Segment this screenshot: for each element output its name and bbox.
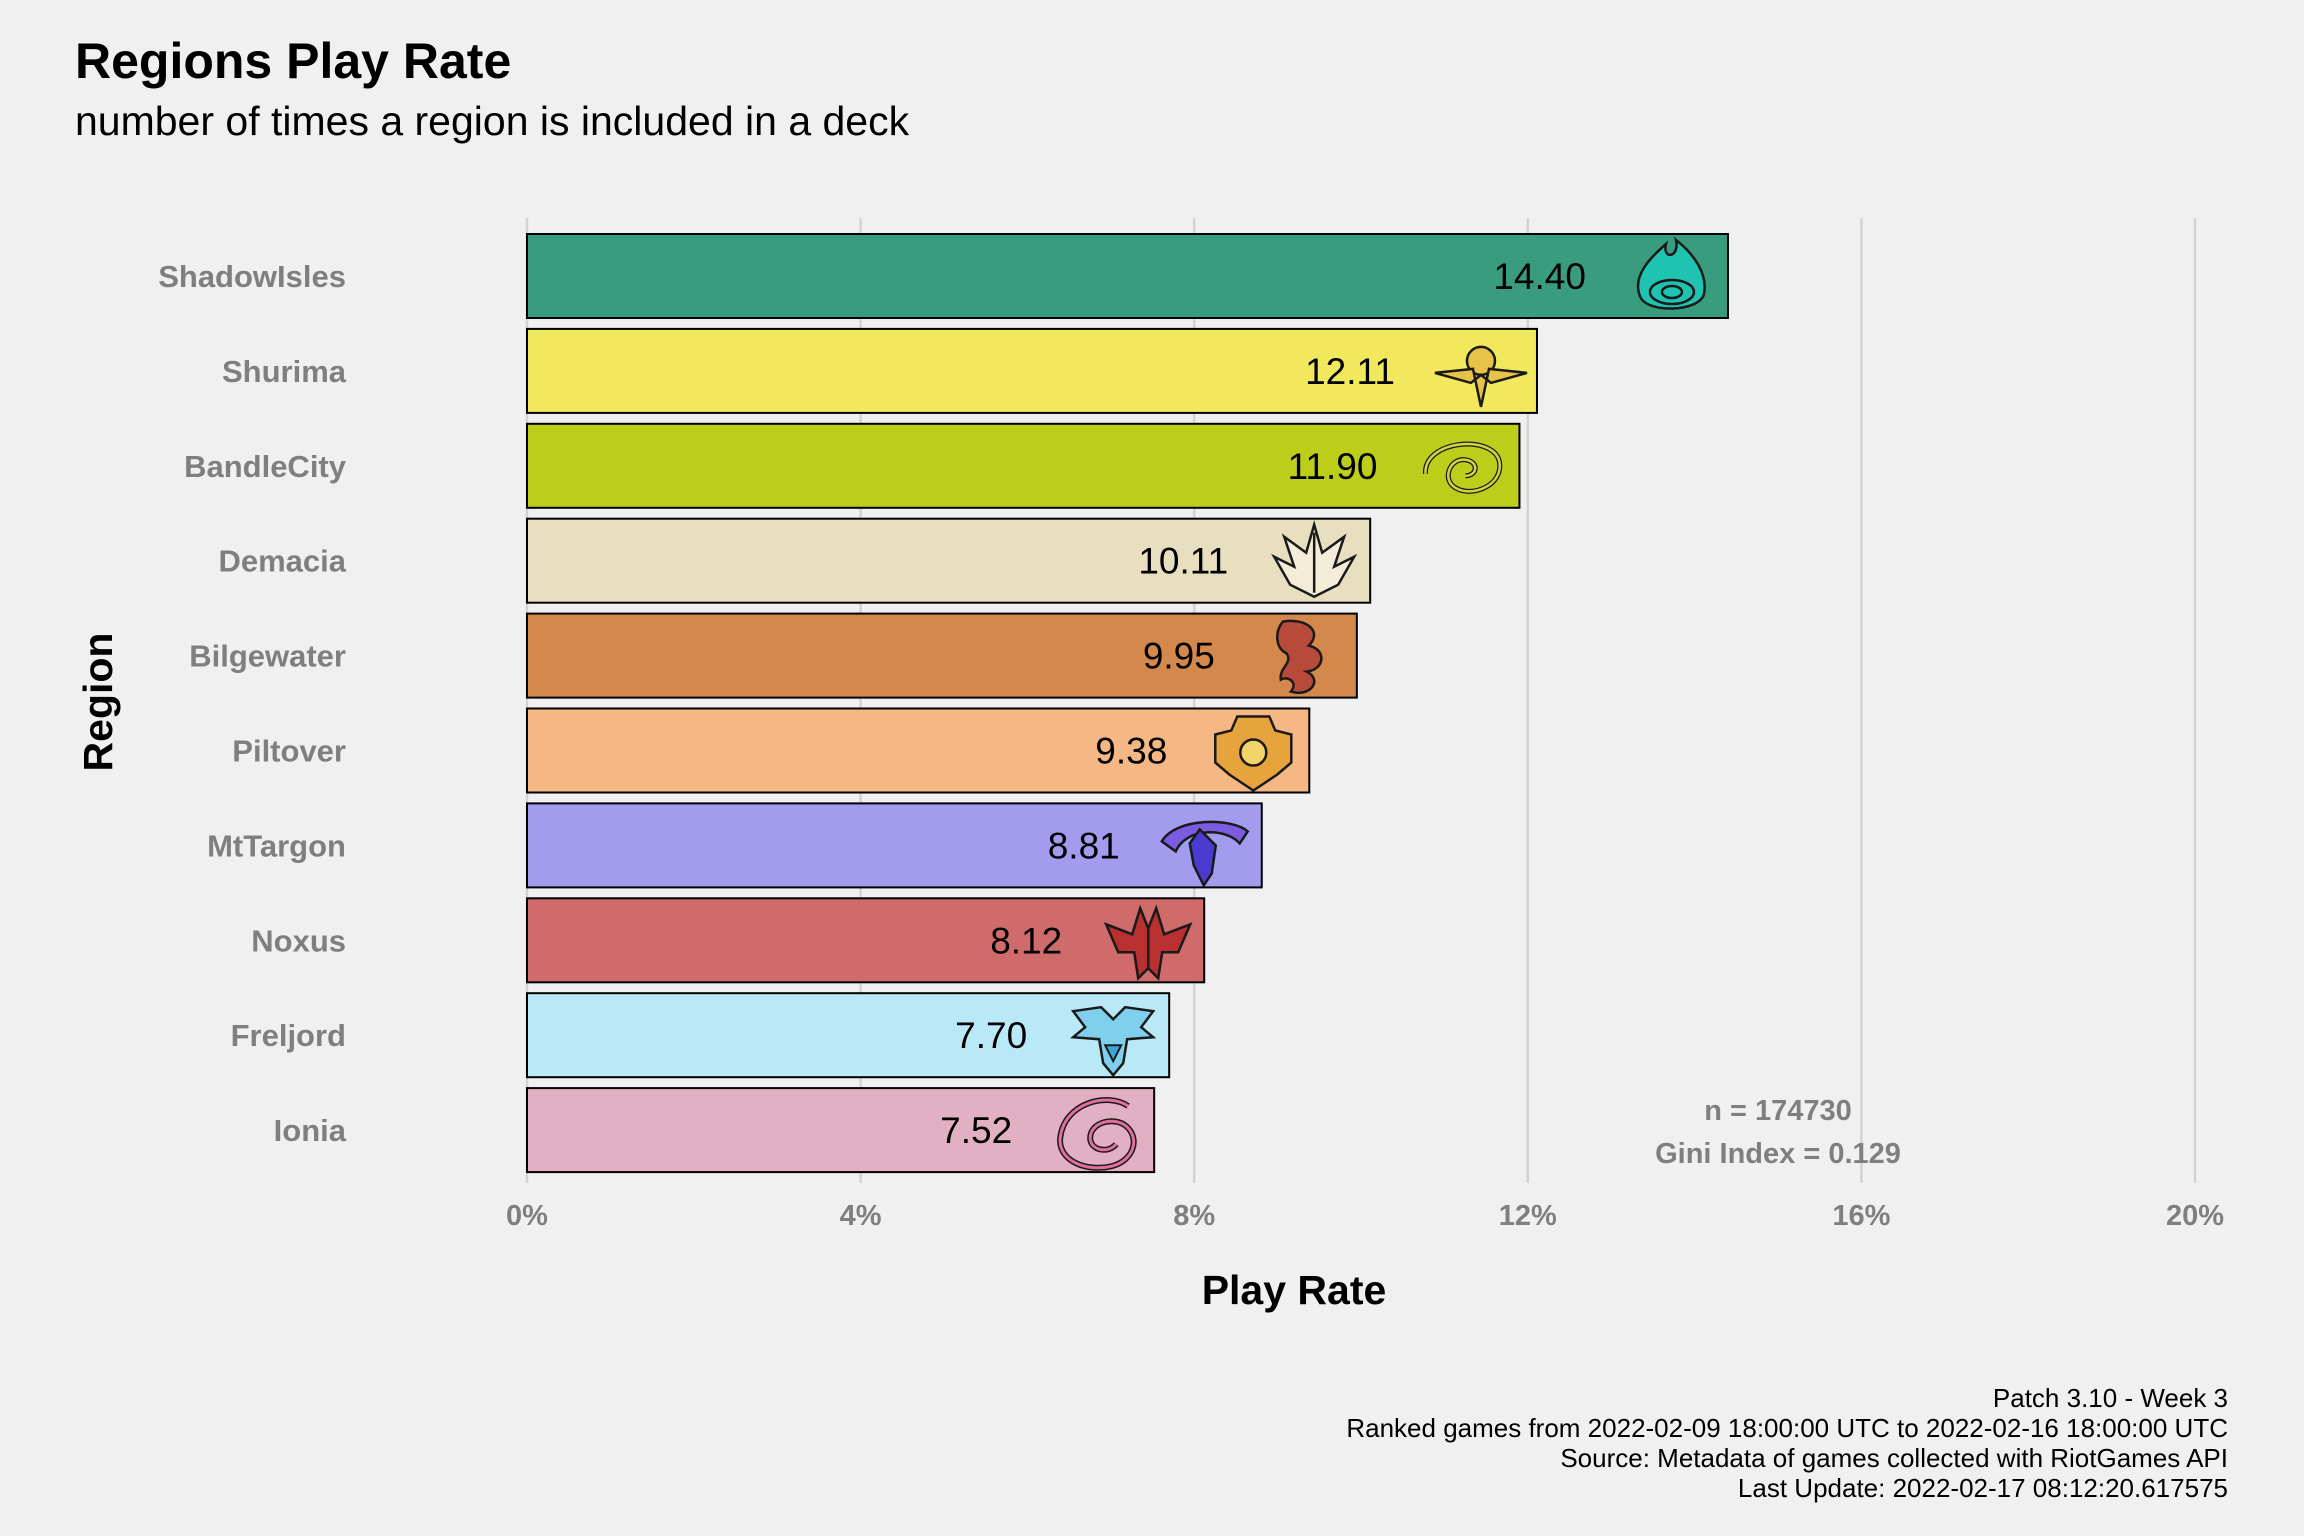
chart-title: Regions Play Rate bbox=[75, 33, 512, 89]
data-label: 9.95 bbox=[1143, 636, 1215, 677]
y-tick-label: MtTargon bbox=[207, 828, 346, 863]
data-label: 14.40 bbox=[1493, 256, 1586, 297]
y-tick-label: Piltover bbox=[232, 734, 346, 769]
chart-subtitle: number of times a region is included in … bbox=[75, 98, 910, 144]
mt-targon-icon bbox=[1160, 820, 1250, 888]
data-label: 10.11 bbox=[1138, 541, 1228, 582]
bar bbox=[526, 802, 1263, 889]
bar bbox=[526, 517, 1372, 604]
y-axis-title: Region bbox=[75, 633, 121, 772]
y-tick-label: Ionia bbox=[274, 1113, 347, 1148]
bar bbox=[526, 1087, 1156, 1174]
data-label: 7.70 bbox=[955, 1015, 1027, 1056]
shadow-isles-icon bbox=[1636, 236, 1706, 310]
y-tick-label: ShadowIsles bbox=[158, 259, 346, 294]
bar bbox=[526, 327, 1538, 414]
bilgewater-icon bbox=[1276, 619, 1323, 695]
caption-line: Last Update: 2022-02-17 08:12:20.617575 bbox=[1737, 1473, 2228, 1503]
data-label: 8.81 bbox=[1048, 825, 1120, 866]
freljord-icon bbox=[1070, 1005, 1157, 1078]
data-label: 12.11 bbox=[1305, 351, 1395, 392]
y-tick-label: Demacia bbox=[218, 544, 346, 579]
bar bbox=[526, 233, 1729, 319]
bar bbox=[526, 992, 1171, 1079]
demacia-icon bbox=[1271, 520, 1358, 599]
x-tick-label: 8% bbox=[1173, 1200, 1215, 1232]
caption-line: Ranked games from 2022-02-09 18:00:00 UT… bbox=[1346, 1413, 2228, 1443]
data-label: 11.90 bbox=[1288, 446, 1378, 487]
x-tick-label: 4% bbox=[840, 1200, 882, 1232]
data-label: 7.52 bbox=[940, 1110, 1012, 1151]
bar bbox=[526, 707, 1311, 794]
y-tick-label: Bilgewater bbox=[189, 639, 346, 674]
y-tick-label: Shurima bbox=[222, 354, 347, 389]
bar bbox=[526, 897, 1206, 984]
x-tick-label: 0% bbox=[506, 1200, 548, 1232]
shurima-icon bbox=[1434, 345, 1528, 408]
annotation: Gini Index = 0.129 bbox=[1655, 1138, 1901, 1170]
y-tick-label: Noxus bbox=[251, 923, 346, 958]
annotation: n = 174730 bbox=[1704, 1095, 1852, 1127]
noxus-icon bbox=[1103, 904, 1193, 981]
x-tick-label: 12% bbox=[1499, 1200, 1557, 1232]
ionia-icon bbox=[1057, 1097, 1137, 1171]
bandle-city-icon bbox=[1422, 441, 1503, 494]
y-tick-label: Freljord bbox=[231, 1018, 346, 1053]
x-axis-title: Play Rate bbox=[1202, 1267, 1387, 1313]
bar bbox=[526, 612, 1358, 699]
data-label: 9.38 bbox=[1095, 731, 1167, 772]
x-tick-label: 16% bbox=[1832, 1200, 1890, 1232]
x-tick-label: 20% bbox=[2166, 1200, 2224, 1232]
bar bbox=[526, 422, 1521, 509]
chart-caption: Patch 3.10 - Week 3 Ranked games from 20… bbox=[1346, 1383, 2228, 1503]
caption-line: Source: Metadata of games collected with… bbox=[1560, 1443, 2228, 1473]
data-label: 8.12 bbox=[990, 920, 1062, 961]
caption-line: Patch 3.10 - Week 3 bbox=[1992, 1383, 2228, 1413]
piltover-icon bbox=[1214, 715, 1293, 793]
y-tick-label: BandleCity bbox=[184, 449, 347, 484]
